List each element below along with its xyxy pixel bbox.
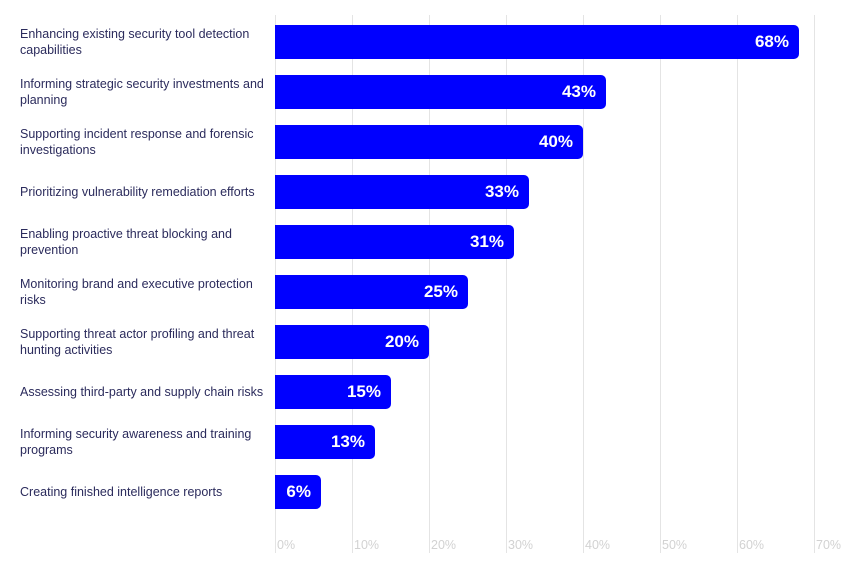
- bar: 6%: [275, 475, 321, 509]
- category-label: Creating finished intelligence reports: [20, 485, 223, 499]
- x-tick-label: 60%: [739, 538, 765, 552]
- bar: 20%: [275, 325, 429, 359]
- bar-value-label: 43%: [561, 82, 596, 101]
- category-label: Assessing third-party and supply chain r…: [20, 385, 264, 399]
- category-label: Informing strategic security investments…: [20, 77, 264, 107]
- x-tick-label: 30%: [508, 538, 534, 552]
- category-label: Enabling proactive threat blocking and p…: [20, 227, 232, 257]
- bar: 25%: [275, 275, 468, 309]
- bar-value-label: 13%: [330, 432, 365, 451]
- gridline: [660, 15, 661, 553]
- category-label: Prioritizing vulnerability remediation e…: [20, 185, 255, 199]
- bar-value-label: 6%: [286, 482, 311, 501]
- x-tick-label: 10%: [354, 538, 380, 552]
- bar-value-label: 33%: [484, 182, 519, 201]
- bar: 13%: [275, 425, 375, 459]
- gridline: [506, 15, 507, 553]
- bar-value-label: 25%: [423, 282, 458, 301]
- bar-value-label: 40%: [538, 132, 573, 151]
- bar: 68%: [275, 25, 799, 59]
- gridline: [814, 15, 815, 553]
- category-label: Supporting incident response and forensi…: [20, 127, 254, 157]
- gridline: [583, 15, 584, 553]
- x-tick-label: 70%: [816, 538, 842, 552]
- bar-value-label: 31%: [469, 232, 504, 251]
- category-label: Informing security awareness and trainin…: [20, 427, 252, 457]
- bar: 31%: [275, 225, 514, 259]
- bar-value-label: 20%: [384, 332, 419, 351]
- category-label: Monitoring brand and executive protectio…: [20, 277, 253, 307]
- bar-value-label: 68%: [754, 32, 789, 51]
- bar: 43%: [275, 75, 606, 109]
- category-label: Supporting threat actor profiling and th…: [20, 327, 255, 357]
- gridline: [737, 15, 738, 553]
- x-tick-label: 20%: [431, 538, 457, 552]
- category-label: Enhancing existing security tool detecti…: [20, 27, 250, 57]
- bar-value-label: 15%: [346, 382, 381, 401]
- bar: 15%: [275, 375, 391, 409]
- x-tick-label: 0%: [277, 538, 296, 552]
- bar: 40%: [275, 125, 583, 159]
- x-tick-label: 40%: [585, 538, 611, 552]
- bar: 33%: [275, 175, 529, 209]
- x-tick-label: 50%: [662, 538, 688, 552]
